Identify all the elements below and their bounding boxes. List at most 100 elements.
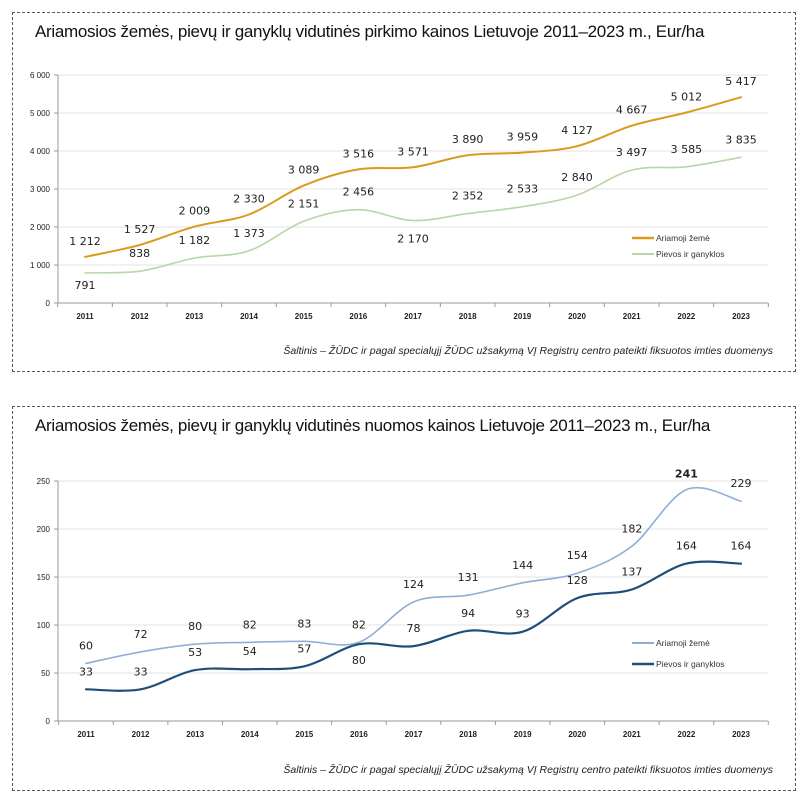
- y-tick-label: 2 000: [30, 223, 51, 232]
- data-label: 4 127: [561, 124, 593, 137]
- series-line-ariamoji-zeme: [84, 96, 742, 258]
- legend-label: Ariamoji žemė: [656, 233, 710, 243]
- series-line-ariamoji-zeme: [85, 487, 742, 665]
- x-tick-label: 2023: [732, 312, 750, 321]
- x-tick-label: 2011: [77, 730, 95, 739]
- data-label: 3 835: [725, 133, 757, 146]
- data-label: 241: [675, 468, 698, 481]
- x-tick-label: 2019: [514, 730, 532, 739]
- x-tick-label: 2023: [732, 730, 750, 739]
- x-tick-label: 2012: [131, 312, 149, 321]
- data-label: 5 417: [725, 75, 757, 88]
- y-tick-label: 0: [46, 717, 51, 726]
- data-label: 124: [403, 578, 424, 591]
- x-tick-label: 2014: [240, 312, 258, 321]
- data-label: 131: [458, 571, 479, 584]
- data-label: 3 585: [671, 143, 703, 156]
- chart-title: Ariamosios žemės, pievų ir ganyklų vidut…: [35, 22, 705, 41]
- data-label: 164: [676, 540, 697, 553]
- y-tick-label: 3 000: [30, 185, 51, 194]
- data-label: 154: [567, 549, 588, 562]
- data-label: 3 890: [452, 133, 484, 146]
- data-label: 54: [243, 645, 257, 658]
- y-tick-label: 5 000: [30, 109, 51, 118]
- y-tick-label: 200: [37, 525, 51, 534]
- data-label: 33: [79, 665, 93, 678]
- x-tick-label: 2020: [568, 730, 586, 739]
- x-tick-label: 2022: [677, 312, 695, 321]
- x-tick-label: 2019: [513, 312, 531, 321]
- y-tick-label: 100: [37, 621, 51, 630]
- x-tick-label: 2018: [459, 730, 477, 739]
- data-label: 83: [297, 617, 311, 630]
- legend-label: Ariamoji žemė: [656, 638, 710, 648]
- data-label: 57: [297, 642, 311, 655]
- data-label: 72: [134, 628, 148, 641]
- data-label: 82: [243, 618, 257, 631]
- x-tick-label: 2013: [185, 312, 203, 321]
- x-tick-label: 2015: [295, 312, 313, 321]
- x-tick-label: 2017: [405, 730, 423, 739]
- x-tick-label: 2017: [404, 312, 422, 321]
- chart-source-note: Šaltinis – ŽŪDC ir pagal specialųjį ŽŪDC…: [283, 764, 773, 776]
- chart-source-note: Šaltinis – ŽŪDC ir pagal specialųjį ŽŪDC…: [283, 345, 773, 357]
- y-tick-label: 50: [41, 669, 50, 678]
- data-label: 82: [352, 618, 366, 631]
- x-tick-label: 2015: [295, 730, 313, 739]
- data-label: 3 497: [616, 146, 648, 159]
- data-label: 2 151: [288, 197, 320, 210]
- x-tick-label: 2020: [568, 312, 586, 321]
- data-label: 2 170: [397, 233, 429, 246]
- data-label: 144: [512, 559, 533, 572]
- legend-label: Pievos ir ganyklos: [656, 249, 725, 259]
- y-tick-label: 4 000: [30, 147, 51, 156]
- data-label: 791: [75, 279, 96, 292]
- data-label: 33: [134, 665, 148, 678]
- data-label: 5 012: [671, 91, 703, 104]
- data-label: 182: [621, 522, 642, 535]
- data-label: 3 959: [507, 131, 539, 144]
- x-tick-label: 2011: [76, 312, 94, 321]
- x-tick-label: 2012: [132, 730, 150, 739]
- data-label: 1 373: [233, 227, 265, 240]
- x-tick-label: 2014: [241, 730, 259, 739]
- data-label: 2 009: [179, 205, 211, 218]
- data-label: 93: [516, 608, 530, 621]
- data-label: 80: [352, 654, 366, 667]
- y-tick-label: 6 000: [30, 71, 51, 80]
- series-line-pievos-ir-ganyklos: [84, 156, 742, 274]
- data-label: 128: [567, 574, 588, 587]
- data-label: 3 516: [343, 147, 375, 160]
- data-label: 2 330: [233, 192, 265, 205]
- series-line-pievos-ir-ganyklos: [84, 560, 743, 692]
- data-label: 78: [407, 622, 421, 635]
- y-tick-label: 0: [46, 299, 51, 308]
- data-label: 3 571: [397, 145, 429, 158]
- data-label: 1 182: [179, 234, 211, 247]
- data-label: 80: [188, 620, 202, 633]
- x-tick-label: 2013: [186, 730, 204, 739]
- x-tick-label: 2022: [678, 730, 696, 739]
- data-label: 229: [731, 477, 752, 490]
- x-tick-label: 2016: [350, 730, 368, 739]
- data-label: 2 456: [343, 186, 375, 199]
- rent-price-chart-panel: Ariamosios žemės, pievų ir ganyklų vidut…: [12, 406, 796, 791]
- data-label: 137: [621, 565, 642, 578]
- data-label: 2 533: [507, 183, 539, 196]
- data-label: 3 089: [288, 164, 320, 177]
- y-tick-label: 1 000: [30, 261, 51, 270]
- x-tick-label: 2021: [623, 730, 641, 739]
- y-tick-label: 150: [37, 573, 51, 582]
- data-label: 53: [188, 646, 202, 659]
- data-label: 4 667: [616, 104, 648, 117]
- chart-title: Ariamosios žemės, pievų ir ganyklų vidut…: [35, 416, 711, 435]
- data-label: 164: [731, 540, 752, 553]
- data-label: 60: [79, 639, 93, 652]
- legend-label: Pievos ir ganyklos: [656, 659, 725, 669]
- data-label: 94: [461, 607, 475, 620]
- data-label: 838: [129, 247, 150, 260]
- data-label: 2 352: [452, 190, 484, 203]
- data-label: 2 840: [561, 171, 593, 184]
- x-tick-label: 2018: [459, 312, 477, 321]
